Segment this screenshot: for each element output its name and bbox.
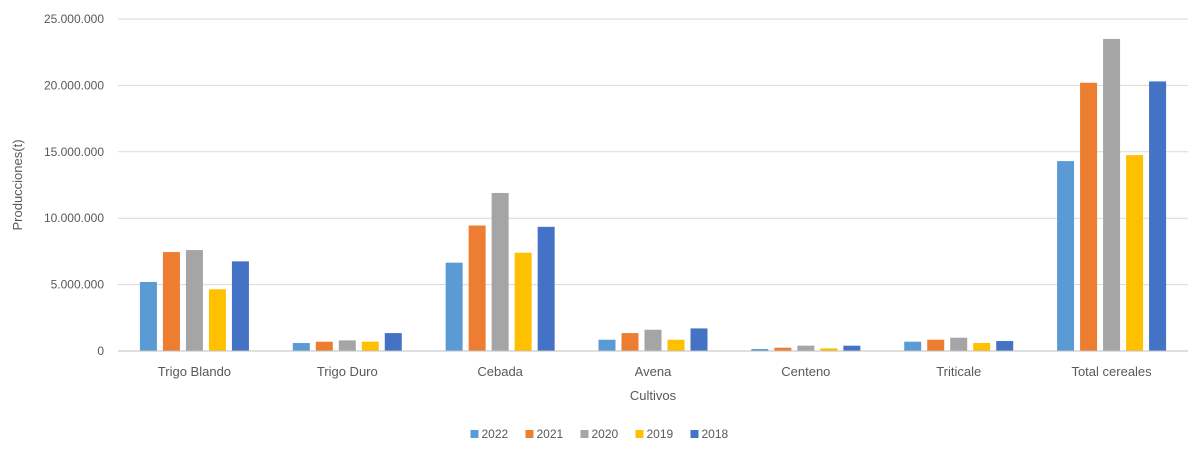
y-tick-label: 20.000.000 <box>44 78 104 92</box>
x-tick-label: Total cereales <box>1071 364 1152 379</box>
legend-label-2019: 2019 <box>647 427 674 441</box>
x-tick-label: Trigo Blando <box>158 364 231 379</box>
x-tick-label: Trigo Duro <box>317 364 378 379</box>
bar-2019 <box>667 339 685 351</box>
bar-2018 <box>996 341 1014 351</box>
y-axis-label: Producciones(t) <box>10 139 25 230</box>
bar-2019 <box>820 348 838 351</box>
bar-2019 <box>1126 155 1144 351</box>
legend-swatch-2021 <box>525 430 534 438</box>
bar-2019 <box>208 289 226 351</box>
legend-label-2022: 2022 <box>482 427 509 441</box>
bar-2021 <box>468 225 486 351</box>
bar-2022 <box>139 281 157 351</box>
bar-2020 <box>1103 38 1121 352</box>
bar-2021 <box>774 347 792 351</box>
legend-swatch-2019 <box>635 430 644 438</box>
bar-2018 <box>690 328 708 351</box>
legend-label-2018: 2018 <box>702 427 729 441</box>
bar-2021 <box>162 252 180 351</box>
x-axis-label: Cultivos <box>630 388 677 403</box>
y-tick-label: 0 <box>97 344 104 358</box>
bar-2022 <box>598 339 616 351</box>
bar-2021 <box>927 339 945 351</box>
x-axis-ticks: Trigo Blando Trigo Duro Cebada Avena Centeno… <box>158 364 1152 379</box>
bar-2020 <box>491 192 509 351</box>
bar-2020 <box>644 329 662 351</box>
bar-2022 <box>1057 161 1075 351</box>
x-tick-label: Cebada <box>477 364 523 379</box>
bar-2020 <box>797 345 815 351</box>
bar-2018 <box>231 261 249 351</box>
bar-2019 <box>361 341 379 351</box>
x-tick-label: Triticale <box>936 364 981 379</box>
x-tick-label: Centeno <box>781 364 830 379</box>
bar-2022 <box>751 349 769 351</box>
y-axis-ticks: 0 5.000.000 10.000.000 15.000.000 20.000.000… <box>44 12 104 358</box>
bar-2022 <box>904 341 922 351</box>
legend: 2022 2021 2020 2019 2018 <box>470 427 729 441</box>
bar-2019 <box>514 252 532 351</box>
legend-label-2020: 2020 <box>592 427 619 441</box>
bar-2019 <box>973 343 991 351</box>
legend-swatch-2020 <box>580 430 589 438</box>
legend-swatch-2018 <box>690 430 699 438</box>
bar-2018 <box>1149 81 1167 351</box>
bar-2022 <box>445 262 463 351</box>
bar-2021 <box>1080 82 1098 351</box>
x-tick-label: Avena <box>635 364 672 379</box>
y-tick-label: 5.000.000 <box>51 278 105 292</box>
y-tick-label: 25.000.000 <box>44 12 104 26</box>
y-tick-label: 10.000.000 <box>44 211 104 225</box>
bar-2018 <box>843 345 861 351</box>
gridlines <box>118 18 1188 286</box>
bar-2021 <box>315 341 333 351</box>
y-tick-label: 15.000.000 <box>44 145 104 159</box>
bar-2018 <box>384 333 402 351</box>
bar-2018 <box>537 226 555 351</box>
bar-2022 <box>292 343 310 351</box>
bars <box>139 38 1167 352</box>
bar-2020 <box>338 340 356 351</box>
bar-2020 <box>950 337 968 351</box>
legend-swatch-2022 <box>470 430 479 438</box>
bar-2021 <box>621 333 639 351</box>
legend-label-2021: 2021 <box>537 427 564 441</box>
bar-2020 <box>185 250 203 351</box>
